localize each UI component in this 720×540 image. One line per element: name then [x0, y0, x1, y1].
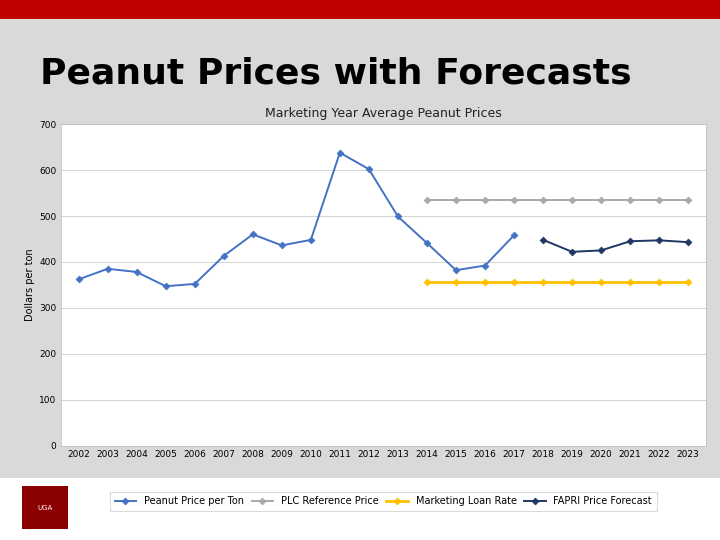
PLC Reference Price: [510, 197, 518, 203]
PLC Reference Price: [568, 197, 577, 203]
FAPRI Price Forecast: [568, 248, 577, 255]
FAPRI Price Forecast: [684, 239, 693, 245]
Text: Data Source:  USDA-NASS and FAPRI: Data Source: USDA-NASS and FAPRI: [212, 505, 390, 515]
Y-axis label: Dollars per ton: Dollars per ton: [25, 248, 35, 321]
PLC Reference Price: [684, 197, 693, 203]
Peanut Price per Ton: [248, 231, 257, 238]
Peanut Price per Ton: [220, 253, 228, 259]
Peanut Price per Ton: [74, 276, 83, 282]
Line: PLC Reference Price: PLC Reference Price: [425, 198, 690, 202]
Marketing Loan Rate: [568, 279, 577, 285]
PLC Reference Price: [597, 197, 606, 203]
Peanut Price per Ton: [161, 283, 170, 289]
PLC Reference Price: [481, 197, 490, 203]
Text: UGA: UGA: [37, 504, 53, 511]
Bar: [0, 0, 720, 19]
Peanut Price per Ton: [394, 213, 402, 220]
PLC Reference Price: [539, 197, 547, 203]
Marketing Loan Rate: [684, 279, 693, 285]
Peanut Price per Ton: [481, 262, 490, 269]
Marketing Loan Rate: [626, 279, 634, 285]
Peanut Price per Ton: [277, 242, 286, 248]
Peanut Price per Ton: [190, 281, 199, 287]
Bar: [22, 486, 68, 529]
PLC Reference Price: [451, 197, 460, 203]
Peanut Price per Ton: [423, 240, 431, 246]
Marketing Loan Rate: [654, 279, 663, 285]
Peanut Price per Ton: [104, 266, 112, 272]
PLC Reference Price: [654, 197, 663, 203]
Peanut Price per Ton: [364, 166, 373, 172]
Legend: Peanut Price per Ton, PLC Reference Price, Marketing Loan Rate, FAPRI Price Fore: Peanut Price per Ton, PLC Reference Pric…: [110, 491, 657, 511]
Peanut Price per Ton: [307, 237, 315, 243]
Marketing Loan Rate: [597, 279, 606, 285]
Line: Peanut Price per Ton: Peanut Price per Ton: [76, 150, 516, 289]
Marketing Loan Rate: [481, 279, 490, 285]
Marketing Loan Rate: [451, 279, 460, 285]
FAPRI Price Forecast: [626, 238, 634, 245]
FAPRI Price Forecast: [539, 237, 547, 243]
Title: Marketing Year Average Peanut Prices: Marketing Year Average Peanut Prices: [265, 107, 502, 120]
Marketing Loan Rate: [510, 279, 518, 285]
PLC Reference Price: [626, 197, 634, 203]
Line: FAPRI Price Forecast: FAPRI Price Forecast: [541, 238, 690, 254]
PLC Reference Price: [423, 197, 431, 203]
Marketing Loan Rate: [423, 279, 431, 285]
Bar: [0, 478, 720, 540]
Text: Peanut Prices with Forecasts: Peanut Prices with Forecasts: [40, 57, 631, 91]
Peanut Price per Ton: [451, 267, 460, 273]
Line: Marketing Loan Rate: Marketing Loan Rate: [425, 279, 690, 284]
FAPRI Price Forecast: [654, 237, 663, 244]
Peanut Price per Ton: [336, 150, 344, 156]
FAPRI Price Forecast: [597, 247, 606, 254]
Peanut Price per Ton: [132, 269, 141, 275]
Marketing Loan Rate: [539, 279, 547, 285]
Peanut Price per Ton: [510, 232, 518, 239]
